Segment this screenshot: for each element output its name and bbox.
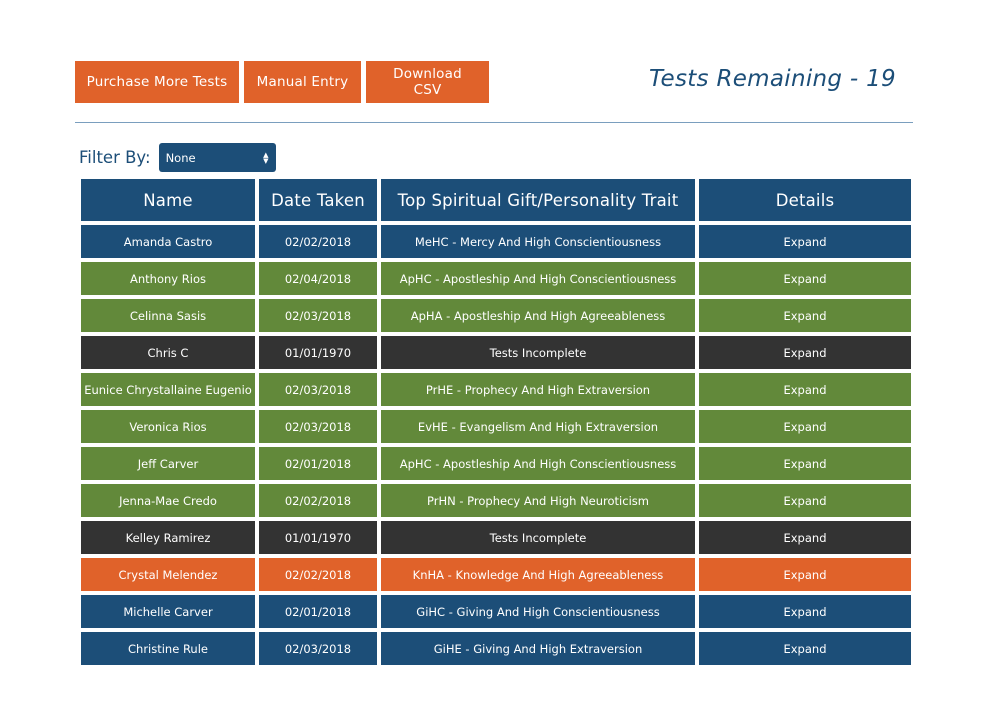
table-row: Kelley Ramirez 01/01/1970 Tests Incomple… <box>81 521 911 554</box>
expand-button[interactable]: Expand <box>699 558 911 591</box>
expand-button[interactable]: Expand <box>699 447 911 480</box>
table-row: Anthony Rios 02/04/2018 ApHC - Apostlesh… <box>81 262 911 295</box>
trait-cell: PrHN - Prophecy And High Neuroticism <box>381 484 695 517</box>
date-cell: 01/01/1970 <box>259 336 377 369</box>
trait-cell: EvHE - Evangelism And High Extraversion <box>381 410 695 443</box>
name-cell: Anthony Rios <box>81 262 255 295</box>
date-cell: 02/03/2018 <box>259 632 377 665</box>
name-cell: Celinna Sasis <box>81 299 255 332</box>
column-header-top-trait[interactable]: Top Spiritual Gift/Personality Trait <box>381 179 695 221</box>
name-cell: Kelley Ramirez <box>81 521 255 554</box>
trait-cell: Tests Incomplete <box>381 336 695 369</box>
date-cell: 02/03/2018 <box>259 299 377 332</box>
results-table: Name Date Taken Top Spiritual Gift/Perso… <box>77 175 915 669</box>
tests-remaining-heading: Tests Remaining - 19 <box>648 66 896 92</box>
trait-cell: ApHC - Apostleship And High Conscientiou… <box>381 262 695 295</box>
table-header-row: Name Date Taken Top Spiritual Gift/Perso… <box>81 179 911 221</box>
trait-cell: MeHC - Mercy And High Conscientiousness <box>381 225 695 258</box>
table-row: Christine Rule 02/03/2018 GiHE - Giving … <box>81 632 911 665</box>
table-row: Eunice Chrystallaine Eugenio 02/03/2018 … <box>81 373 911 406</box>
toolbar: Purchase More Tests Manual Entry Downloa… <box>75 61 489 103</box>
date-cell: 02/01/2018 <box>259 595 377 628</box>
expand-button[interactable]: Expand <box>699 336 911 369</box>
expand-button[interactable]: Expand <box>699 521 911 554</box>
column-header-name[interactable]: Name <box>81 179 255 221</box>
expand-button[interactable]: Expand <box>699 410 911 443</box>
name-cell: Christine Rule <box>81 632 255 665</box>
trait-cell: ApHC - Apostleship And High Conscientiou… <box>381 447 695 480</box>
date-cell: 02/03/2018 <box>259 373 377 406</box>
name-cell: Crystal Melendez <box>81 558 255 591</box>
name-cell: Amanda Castro <box>81 225 255 258</box>
trait-cell: GiHE - Giving And High Extraversion <box>381 632 695 665</box>
column-header-details[interactable]: Details <box>699 179 911 221</box>
date-cell: 02/02/2018 <box>259 484 377 517</box>
trait-cell: Tests Incomplete <box>381 521 695 554</box>
name-cell: Michelle Carver <box>81 595 255 628</box>
name-cell: Eunice Chrystallaine Eugenio <box>81 373 255 406</box>
date-cell: 02/01/2018 <box>259 447 377 480</box>
name-cell: Chris C <box>81 336 255 369</box>
expand-button[interactable]: Expand <box>699 632 911 665</box>
name-cell: Jeff Carver <box>81 447 255 480</box>
filter-selected-value: None <box>165 150 196 165</box>
trait-cell: KnHA - Knowledge And High Agreeableness <box>381 558 695 591</box>
date-cell: 02/04/2018 <box>259 262 377 295</box>
filter-label: Filter By: <box>79 148 151 167</box>
table-row: Celinna Sasis 02/03/2018 ApHA - Apostles… <box>81 299 911 332</box>
filter-select[interactable]: None ▲ ▼ <box>158 143 276 172</box>
expand-button[interactable]: Expand <box>699 484 911 517</box>
table-row: Amanda Castro 02/02/2018 MeHC - Mercy An… <box>81 225 911 258</box>
manual-entry-button[interactable]: Manual Entry <box>244 61 361 103</box>
purchase-more-tests-button[interactable]: Purchase More Tests <box>75 61 239 103</box>
date-cell: 02/02/2018 <box>259 225 377 258</box>
table-row: Michelle Carver 02/01/2018 GiHC - Giving… <box>81 595 911 628</box>
date-cell: 02/03/2018 <box>259 410 377 443</box>
expand-button[interactable]: Expand <box>699 225 911 258</box>
trait-cell: PrHE - Prophecy And High Extraversion <box>381 373 695 406</box>
name-cell: Veronica Rios <box>81 410 255 443</box>
date-cell: 01/01/1970 <box>259 521 377 554</box>
trait-cell: ApHA - Apostleship And High Agreeablenes… <box>381 299 695 332</box>
table-row: Crystal Melendez 02/02/2018 KnHA - Knowl… <box>81 558 911 591</box>
trait-cell: GiHC - Giving And High Conscientiousness <box>381 595 695 628</box>
date-cell: 02/02/2018 <box>259 558 377 591</box>
table-row: Chris C 01/01/1970 Tests Incomplete Expa… <box>81 336 911 369</box>
divider <box>75 122 913 123</box>
column-header-date-taken[interactable]: Date Taken <box>259 179 377 221</box>
expand-button[interactable]: Expand <box>699 262 911 295</box>
filter-bar: Filter By: None ▲ ▼ <box>79 143 276 172</box>
table-row: Jenna-Mae Credo 02/02/2018 PrHN - Prophe… <box>81 484 911 517</box>
up-down-arrows-icon: ▲ ▼ <box>263 150 269 165</box>
name-cell: Jenna-Mae Credo <box>81 484 255 517</box>
expand-button[interactable]: Expand <box>699 299 911 332</box>
table-row: Jeff Carver 02/01/2018 ApHC - Apostleshi… <box>81 447 911 480</box>
table-row: Veronica Rios 02/03/2018 EvHE - Evangeli… <box>81 410 911 443</box>
expand-button[interactable]: Expand <box>699 595 911 628</box>
expand-button[interactable]: Expand <box>699 373 911 406</box>
download-csv-button[interactable]: Download CSV <box>366 61 489 103</box>
